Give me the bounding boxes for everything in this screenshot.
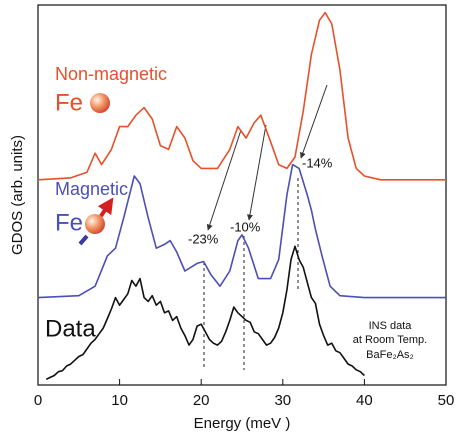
arrow	[206, 129, 242, 231]
spin-arrow-tail	[78, 234, 89, 246]
annotation: BaFe₂As₂	[366, 349, 414, 361]
annotation: Fe	[55, 89, 83, 116]
annotation: -23%	[188, 231, 219, 246]
peak-guides	[203, 178, 299, 370]
x-tick-label: 0	[34, 392, 42, 409]
series-line	[37, 163, 446, 299]
x-tick-label: 50	[438, 392, 455, 409]
plot-frame	[37, 4, 447, 386]
series-label: Magnetic	[55, 179, 128, 199]
shift-arrows	[206, 84, 328, 231]
annotation: INS data	[369, 320, 413, 332]
fe-atom-icon	[85, 214, 105, 234]
arrow	[246, 124, 267, 221]
arrow	[299, 84, 328, 159]
x-axis-label: Energy (meV )	[194, 415, 291, 432]
annotation: -10%	[230, 219, 261, 234]
x-tick-label: 10	[111, 392, 128, 409]
annotation: -14%	[302, 155, 333, 170]
series-label: Data	[45, 315, 96, 342]
x-tick-label: 30	[274, 392, 291, 409]
series-line	[37, 11, 446, 181]
series-label: Non-magnetic	[55, 64, 167, 84]
x-tick-label: 40	[356, 392, 373, 409]
annotation: at Room Temp.	[353, 334, 427, 346]
series-line	[45, 245, 365, 381]
fe-atom-icon	[90, 93, 110, 113]
spin-arrow-head	[97, 197, 114, 218]
annotation: Fe	[55, 209, 83, 236]
x-tick-label: 20	[193, 392, 210, 409]
y-axis-label: GDOS (arb. units)	[9, 135, 26, 255]
